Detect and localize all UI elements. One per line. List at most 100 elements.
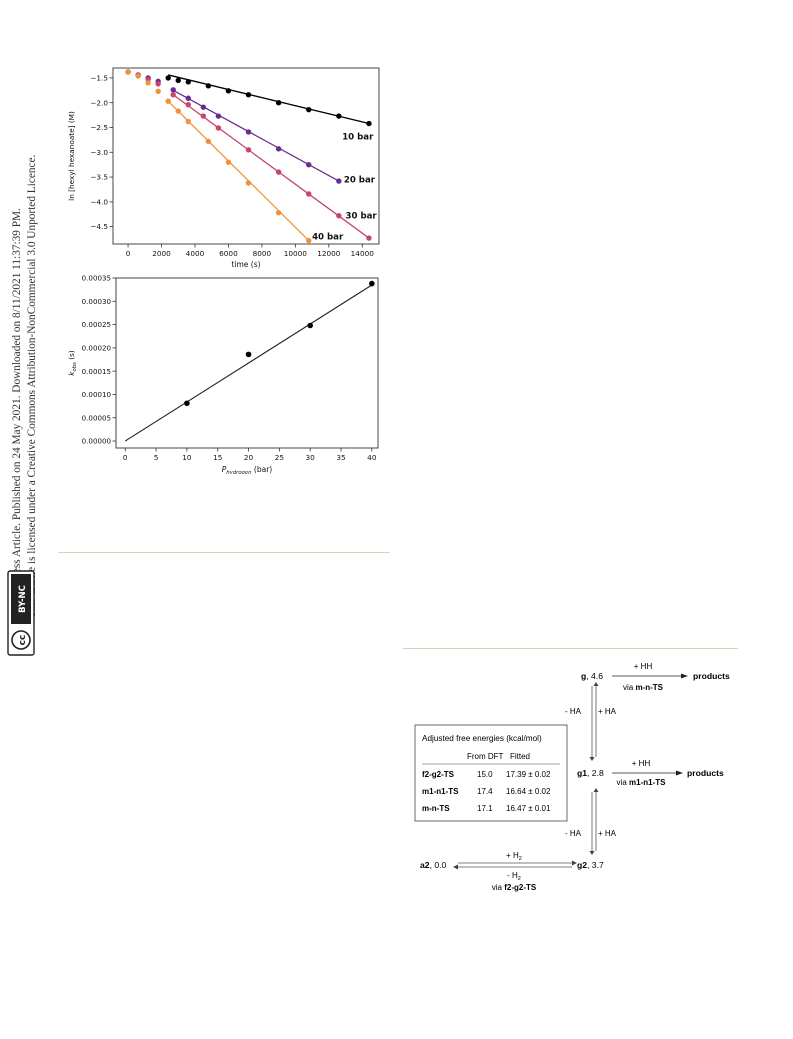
hh-reagent-mid: + HH [632, 759, 651, 768]
plus-ha-label: + HA [598, 829, 617, 838]
y-axis-label: kobs (s) [67, 350, 78, 376]
data-point-40-bar [175, 108, 181, 114]
data-point-30-bar [215, 125, 222, 131]
x-tick-label: 2000 [152, 249, 171, 258]
data-point-10-bar [205, 83, 212, 89]
data-point-40-bar [125, 69, 131, 75]
x-tick-label: 12000 [317, 249, 341, 258]
table-title: Adjusted free energies (kcal/mol) [422, 734, 542, 743]
data-point-10-bar [175, 77, 181, 84]
y-tick-label: 0.00015 [82, 367, 111, 376]
data-point-10-bar [245, 92, 252, 98]
y-tick-label: −2.0 [90, 98, 108, 107]
decay-chart: 0 2000 4000 6000 8000 10000 12000 14000 −1.5 −2.0… [67, 67, 380, 269]
fit-line-20-bar [172, 89, 340, 182]
x-tick-label: 4000 [186, 249, 205, 258]
products-top: products [693, 671, 730, 681]
data-point-30-bar [200, 113, 207, 119]
row-dft: 17.1 [477, 804, 493, 813]
row-fitted: 16.47 ± 0.01 [506, 804, 551, 813]
y-tick-label: 0.00005 [82, 413, 111, 422]
y-tick-label: 0.00000 [82, 437, 112, 446]
rate-constant-chart: 0 5 10 15 20 25 30 35 40 0.00000 0.00005 0.00010 0.0… [67, 274, 379, 474]
products-mid: products [687, 768, 724, 778]
species-g2: g2, 3.7 [577, 860, 604, 870]
cc-by-nc-badge: cc BY-NC [7, 570, 35, 656]
data-point-40-bar [185, 118, 191, 125]
plus-ha-label: + HA [598, 707, 617, 716]
y-tick-label: −2.5 [90, 123, 108, 132]
svg-text:cc: cc [18, 635, 28, 646]
data-point-30-bar [336, 213, 342, 219]
series-label-10-bar: 10 bar [342, 132, 374, 142]
hh-reagent-top: + HH [634, 662, 653, 671]
arrowhead-icon [453, 864, 458, 870]
data-point-40-bar [225, 159, 232, 165]
data-point-30-bar [275, 169, 282, 175]
table-row: m-n-TS 17.1 16.47 ± 0.01 [422, 804, 551, 813]
row-ts: m1-n1-TS [422, 787, 459, 796]
x-tick-label: 6000 [219, 249, 238, 258]
data-point-20-bar [200, 104, 207, 110]
data-point [245, 351, 252, 358]
data-point-20-bar [185, 95, 191, 101]
via-m-n-ts: via m-n-TS [623, 683, 664, 692]
plot-frame [112, 67, 380, 245]
data-point-40-bar [145, 80, 151, 86]
fit-line-10-bar [168, 74, 370, 125]
section-divider [403, 648, 738, 649]
arrowhead-icon [589, 757, 595, 761]
via-f2-g2-ts: via f2-g2-TS [492, 883, 537, 892]
data-point-40-bar [135, 73, 141, 79]
row-ts: f2-g2-TS [422, 770, 455, 779]
fit-line [124, 284, 373, 442]
reaction-scheme: g, 4.6 + HH via m-n-TS products - HA + H… [414, 662, 730, 892]
via-m1-n1-ts: via m1-n1-TS [617, 778, 667, 787]
data-point-10-bar [225, 88, 232, 94]
x-tick-label: 14000 [351, 249, 375, 258]
section-divider [58, 552, 390, 553]
data-point-10-bar [306, 106, 312, 113]
series-label-40-bar: 40 bar [312, 233, 344, 243]
y-tick-label: 0.00035 [82, 274, 111, 283]
data-point-30-bar [185, 101, 191, 108]
data-point [307, 322, 313, 329]
data-point-10-bar [275, 100, 282, 106]
x-tick-label: 40 [367, 453, 377, 462]
data-point-20-bar [245, 129, 252, 135]
data-point-20-bar [215, 113, 222, 119]
data-point-40-bar [205, 138, 212, 145]
y-tick-label: −1.5 [90, 74, 108, 83]
row-dft: 15.0 [477, 770, 493, 779]
data-point-30-bar [170, 92, 176, 98]
data-point-40-bar [275, 210, 282, 216]
data-point-20-bar [170, 87, 176, 93]
y-axis-label: ln [hexyl hexanoate] (M) [67, 111, 76, 201]
y-tick-label: 0.00010 [82, 390, 112, 399]
fit-line-40-bar [167, 100, 310, 241]
x-tick-label: 25 [275, 453, 284, 462]
data-point [184, 400, 190, 407]
data-point [369, 280, 375, 287]
x-tick-label: 30 [306, 453, 316, 462]
row-dft: 17.4 [477, 787, 493, 796]
x-tick-label: 0 [126, 249, 131, 258]
data-point-30-bar [245, 147, 252, 153]
x-tick-label: 5 [154, 453, 159, 462]
arrowhead-icon [572, 860, 577, 866]
species-g1: g1, 2.8 [577, 768, 604, 778]
row-fitted: 17.39 ± 0.02 [506, 770, 551, 779]
data-point-10-bar [336, 113, 342, 119]
data-point-20-bar [306, 161, 312, 168]
row-fitted: 16.64 ± 0.02 [506, 787, 551, 796]
x-tick-label: 15 [213, 453, 222, 462]
x-tick-label: 10000 [284, 249, 308, 258]
plus-h2-label: + H2 [506, 851, 522, 862]
table-row: f2-g2-TS 15.0 17.39 ± 0.02 [422, 770, 551, 779]
license-sidebar: Open Access Article. Published on 24 May… [0, 0, 40, 1039]
x-tick-label: 8000 [253, 249, 272, 258]
data-point-40-bar [245, 180, 252, 186]
svg-text:BY-NC: BY-NC [18, 585, 28, 613]
row-ts: m-n-TS [422, 804, 450, 813]
y-tick-label: −4.0 [90, 197, 108, 206]
